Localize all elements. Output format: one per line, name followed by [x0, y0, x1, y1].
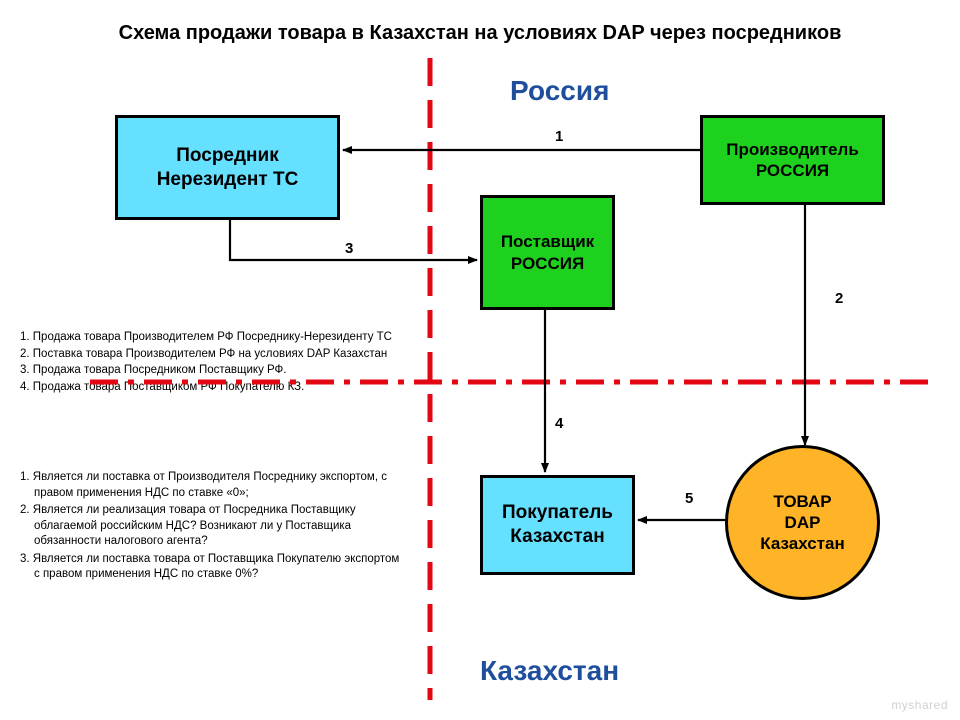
- node-intermediary: Посредник Нерезидент ТС: [115, 115, 340, 220]
- edge-3: [230, 220, 477, 260]
- legend-block: 1. Продажа товара Производителем РФ Поср…: [20, 330, 392, 396]
- questions-block: 1. Является ли поставка от Производителя…: [20, 470, 400, 585]
- node-supplier: Поставщик РОССИЯ: [480, 195, 615, 310]
- edge-label-3: 3: [345, 240, 353, 257]
- question-item: 1. Является ли поставка от Производителя…: [20, 470, 400, 501]
- watermark: myshared: [891, 698, 948, 712]
- node-buyer: Покупатель Казахстан: [480, 475, 635, 575]
- question-item: 3. Является ли поставка товара от Постав…: [20, 552, 400, 583]
- node-manufacturer: Производитель РОССИЯ: [700, 115, 885, 205]
- legend-item: 2. Поставка товара Производителем РФ на …: [20, 347, 392, 363]
- region-kazakhstan-label: Казахстан: [480, 655, 619, 687]
- node-buyer-label: Покупатель Казахстан: [502, 501, 613, 549]
- legend-item: 4. Продажа товара Поставщиком РФ Покупат…: [20, 380, 392, 396]
- node-goods: ТОВАР DAP Казахстан: [725, 445, 880, 600]
- edge-label-5: 5: [685, 490, 693, 507]
- question-item: 2. Является ли реализация товара от Поср…: [20, 503, 400, 550]
- edge-label-4: 4: [555, 415, 563, 432]
- edge-label-2: 2: [835, 290, 843, 307]
- region-russia-label: Россия: [510, 75, 609, 107]
- node-manufacturer-label: Производитель РОССИЯ: [726, 139, 859, 182]
- legend-item: 3. Продажа товара Посредником Поставщику…: [20, 363, 392, 379]
- legend-item: 1. Продажа товара Производителем РФ Поср…: [20, 330, 392, 346]
- node-goods-label: ТОВАР DAP Казахстан: [760, 491, 844, 555]
- edge-label-1: 1: [555, 128, 563, 145]
- node-supplier-label: Поставщик РОССИЯ: [501, 231, 594, 274]
- node-intermediary-label: Посредник Нерезидент ТС: [157, 144, 299, 192]
- diagram-title: Схема продажи товара в Казахстан на усло…: [90, 22, 870, 45]
